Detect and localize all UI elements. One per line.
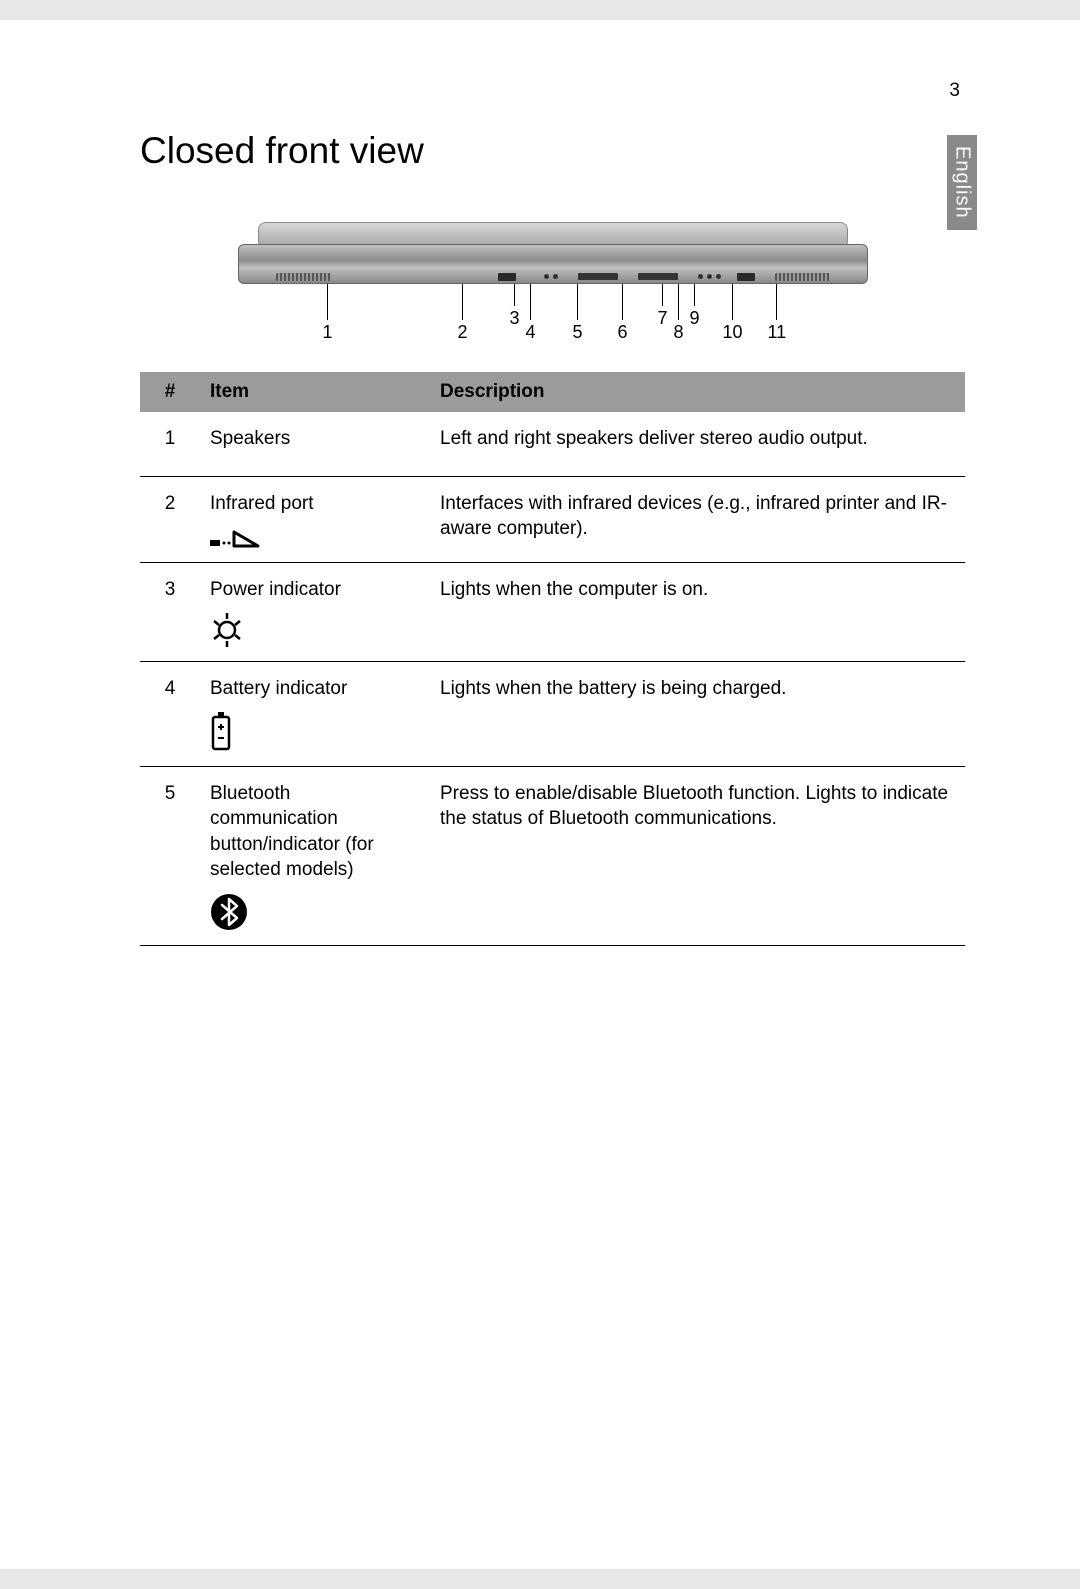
row-description: Press to enable/disable Bluetooth functi… [430, 766, 965, 946]
laptop-lid [258, 222, 848, 246]
battery-icon [210, 712, 232, 752]
callout-2: 2 [458, 284, 468, 343]
language-tab-label: English [951, 146, 974, 219]
row-item: Power indicator [200, 563, 430, 662]
row-number: 1 [140, 412, 200, 476]
misc-port-icon [638, 273, 678, 280]
row-number: 2 [140, 476, 200, 563]
callout-6: 6 [618, 284, 628, 343]
row-description: Left and right speakers deliver stereo a… [430, 412, 965, 476]
table-row: 3 Power indicator Lights when the computer… [140, 563, 965, 662]
col-num-header: # [140, 372, 200, 412]
language-tab: English [947, 135, 977, 230]
table-row: 1 Speakers Left and right speakers deliver… [140, 412, 965, 476]
item-name: Battery indicator [210, 676, 420, 702]
row-item: Infrared port [200, 476, 430, 563]
row-item: Battery indicator [200, 661, 430, 766]
callout-3: 3 [510, 284, 520, 329]
item-name: Bluetooth communication button/indicator… [210, 781, 420, 884]
row-description: Interfaces with infrared devices (e.g., … [430, 476, 965, 563]
callout-numbers: 1 2 3 4 5 6 7 8 9 10 11 [238, 284, 868, 344]
laptop-front-ports [268, 270, 838, 283]
port-10-icon [737, 273, 755, 281]
infrared-port-icon [498, 273, 516, 281]
battery-icon-cell [210, 712, 420, 752]
battery-led-icon [553, 274, 558, 279]
table-header-row: # Item Description [140, 372, 965, 412]
col-desc-header: Description [430, 372, 965, 412]
power-led-icon [544, 274, 549, 279]
row-item: Bluetooth communication button/indicator… [200, 766, 430, 946]
description-table: # Item Description 1 Speakers Left and rig… [140, 372, 965, 946]
row-number: 4 [140, 661, 200, 766]
callout-8: 8 [674, 284, 684, 343]
item-name: Power indicator [210, 577, 420, 603]
item-name: Infrared port [210, 491, 420, 517]
power-icon-cell [210, 613, 420, 647]
page-number: 3 [949, 80, 960, 102]
row-description: Lights when the computer is on. [430, 563, 965, 662]
table-row: 5Bluetooth communication button/indicato… [140, 766, 965, 946]
table-row: 4 Battery indicator Lights when the batter… [140, 661, 965, 766]
col-item-header: Item [200, 372, 430, 412]
callout-10: 10 [723, 284, 743, 343]
bluetooth-icon [210, 893, 248, 931]
power-indicator-icon [210, 613, 244, 647]
bluetooth-port-icon [578, 273, 618, 280]
bluetooth-icon-cell [210, 893, 420, 931]
infrared-icon [210, 526, 262, 548]
section-title: Closed front view [140, 130, 965, 172]
led-8-icon [707, 274, 712, 279]
row-item: Speakers [200, 412, 430, 476]
infrared-icon-cell [210, 526, 420, 548]
led-7-icon [698, 274, 703, 279]
callout-11: 11 [768, 284, 787, 343]
laptop-front-figure: 1 2 3 4 5 6 7 8 9 10 11 [238, 222, 868, 312]
callout-1: 1 [323, 284, 333, 343]
row-number: 3 [140, 563, 200, 662]
page: 3 English Closed front view [0, 20, 1080, 1569]
row-description: Lights when the battery is being charged… [430, 661, 965, 766]
item-name: Speakers [210, 426, 420, 452]
callout-7: 7 [658, 284, 668, 329]
callout-5: 5 [573, 284, 583, 343]
callout-9: 9 [690, 284, 700, 329]
callout-4: 4 [526, 284, 536, 343]
speaker-right-icon [775, 273, 830, 281]
table-row: 2 Infrared port Interfaces with infrared d… [140, 476, 965, 563]
led-9-icon [716, 274, 721, 279]
row-number: 5 [140, 766, 200, 946]
speaker-left-icon [276, 273, 331, 281]
